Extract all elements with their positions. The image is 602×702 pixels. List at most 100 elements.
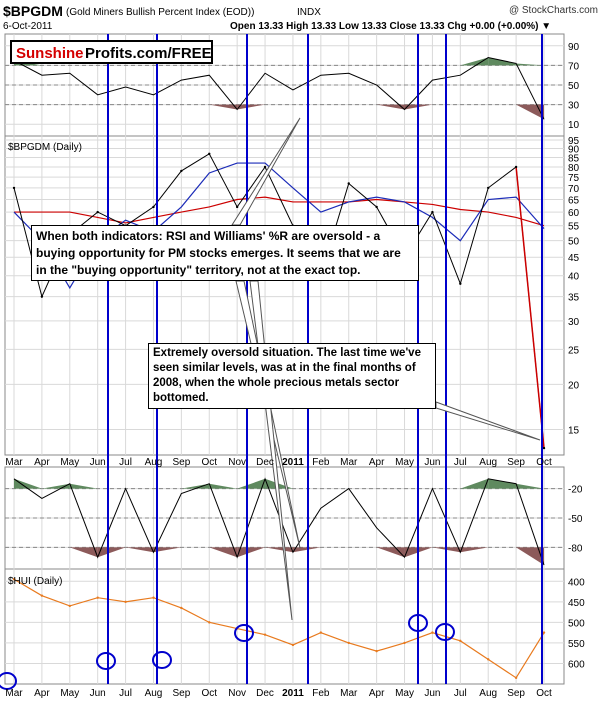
oversold-fill [209,547,238,558]
oversold-fill [237,104,266,110]
buy-circles [0,614,455,690]
oversold-fill [516,547,544,566]
overbought-fill [181,483,210,489]
rsi-line [13,57,545,120]
x-axis-ticks: Mar Mar Apr Apr May May Jun Jun Jul Jul Aug Aug Sep S… [5,457,552,699]
x-tick-label: Jun [90,688,106,699]
price-panel-label: $BPGDM (Daily) [8,142,82,153]
hui-point [514,676,518,680]
x-tick-label: Aug [479,457,497,468]
bpgdm-point [152,205,155,209]
x-tick-label: Apr [369,688,385,699]
hui-panel [4,568,565,685]
y-tick-label: 15 [568,426,580,437]
buy-circle [234,624,254,642]
x-tick-label: Nov [228,688,246,699]
y-tick-label: 35 [568,293,580,304]
y-tick-label: 20 [568,380,580,391]
y-tick-label: 600 [568,659,585,670]
bpgdm-point [40,295,44,298]
oversold-fill [265,547,293,553]
x-tick-label: May [395,688,414,699]
overbought-fill [237,478,266,489]
bpgdm-point [459,282,462,285]
oversold-fill [376,104,405,110]
x-tick-label: Jun [90,457,106,468]
x-tick-label: Sep [172,688,190,699]
hui-point [96,596,99,599]
overbought-fill [516,483,544,489]
x-tick-label: Oct [201,688,217,699]
y-tick-label: 500 [568,618,585,629]
x-tick-label: Mar [5,688,23,699]
hui-point [487,658,490,661]
y-tick-label: 70 [568,61,580,72]
x-tick-label: Aug [145,688,163,699]
hui-point [375,649,378,653]
overbought-fill [69,483,98,489]
bpgdm-point [487,186,490,190]
hui-point [12,578,16,581]
x-tick-label: May [60,688,79,699]
hui-point [263,633,267,636]
x-tick-label: Nov [228,457,246,468]
x-tick-label: Apr [369,457,385,468]
oversold-fill [209,104,238,110]
oversold-fill [69,547,98,558]
y-tick-label: 80 [568,163,580,174]
x-tick-label: Sep [507,688,525,699]
bpgdm-point [375,205,378,209]
x-tick-label: Jun [424,688,440,699]
y-tick-label: 50 [568,81,580,92]
bpgdm-point [180,169,183,173]
buy-circle [408,614,428,632]
overbought-fill [14,478,42,489]
date-label: 6-Oct-2011 [3,21,53,32]
y-tick-label: 90 [568,42,580,53]
hui-point [319,631,323,634]
x-tick-label: Oct [201,457,217,468]
oversold-fill [460,547,489,553]
x-tick-label: Sep [172,457,190,468]
y-tick-label: 90 [568,144,580,155]
y-tick-label: 65 [568,196,580,207]
hui-point [180,606,183,610]
y-tick-label: 40 [568,272,580,283]
hui-point [291,643,295,647]
bpgdm-point [347,182,350,185]
y-tick-label: 450 [568,598,585,609]
bpgdm-point [514,165,518,169]
y-tick-label: 30 [568,101,580,112]
bpgdm-point [431,210,434,214]
y-tick-label: 10 [568,120,580,131]
y-tick-label: 550 [568,639,585,650]
hui-point [208,621,211,624]
x-tick-label: Feb [312,688,330,699]
hui-point [459,639,462,643]
x-tick-label: Jun [424,457,440,468]
y-tick-label: -20 [568,485,583,496]
hui-point [68,604,71,608]
bpgdm-line [13,153,545,449]
exchange-label: INDX [297,7,321,18]
x-tick-label: Dec [256,457,274,468]
y-tick-label: -50 [568,514,583,525]
x-tick-label: 2011 [282,688,304,699]
y-tick-label: 45 [568,253,580,264]
overbought-fill [516,63,544,66]
buy-circle [152,651,172,669]
bpgdm-drop [515,166,545,449]
y-tick-label: -80 [568,543,583,554]
hui-line [13,578,545,679]
x-tick-label: Mar [5,457,23,468]
oversold-fill [153,547,182,553]
oversold-fill [292,547,321,553]
logo-profits: Profits.com/FREE [85,45,212,62]
buy-circle [0,672,17,690]
x-tick-label: Jul [454,457,467,468]
y-tick-label: 50 [568,237,580,248]
x-tick-label: Oct [536,688,552,699]
y-tick-label: 85 [568,153,580,164]
y-tick-label: 400 [568,577,585,588]
pointer-oversold [435,401,541,441]
